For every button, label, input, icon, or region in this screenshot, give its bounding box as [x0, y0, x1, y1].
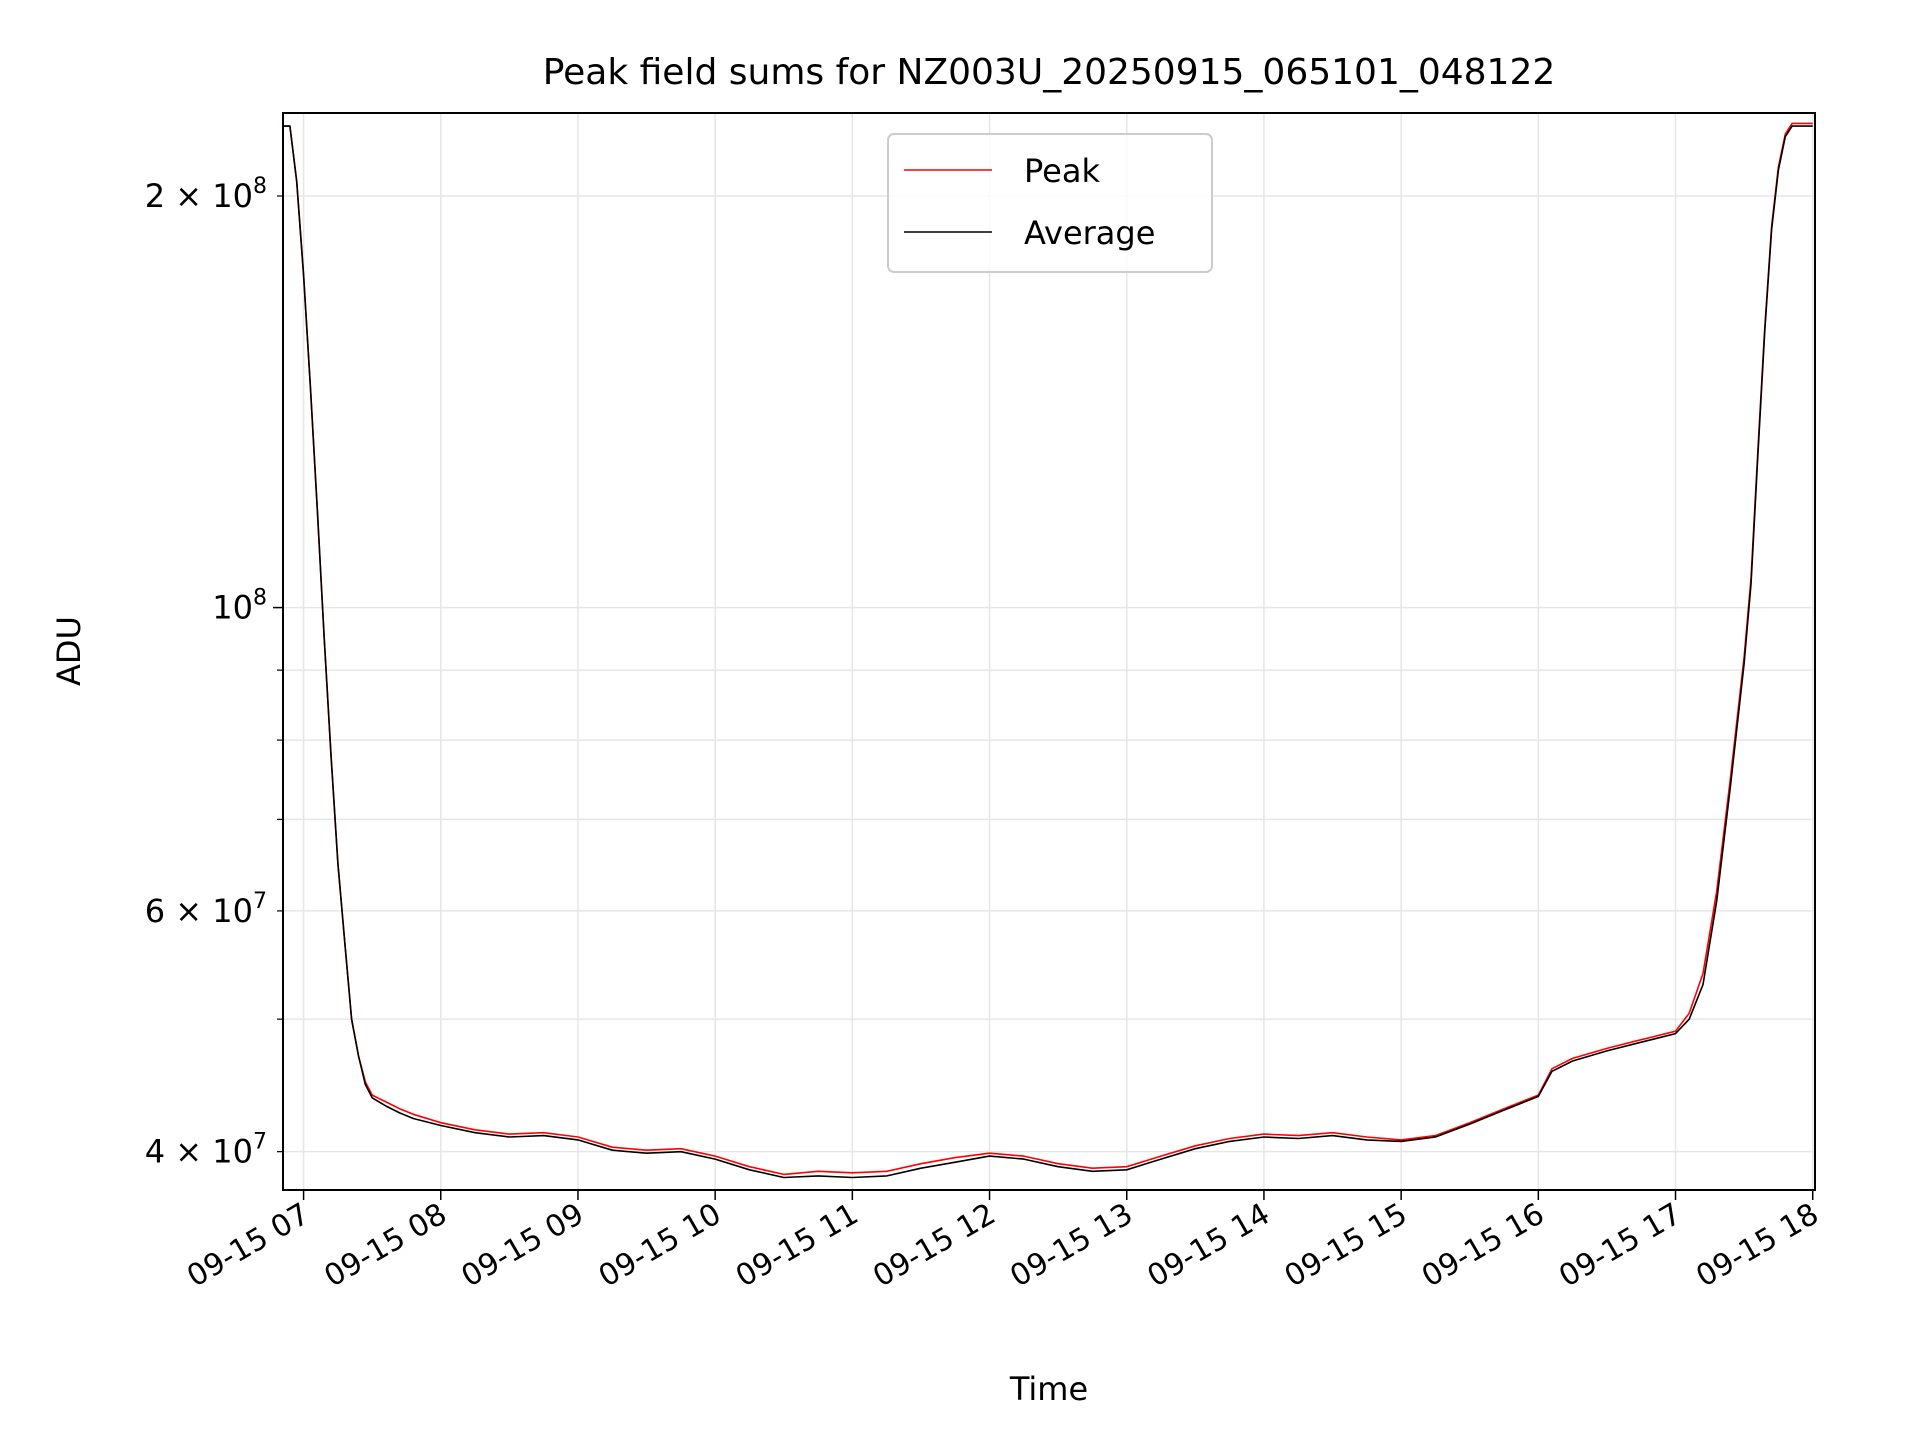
y-tick-label: 2 × 108: [145, 174, 267, 215]
x-tick-label: 09-15 16: [1416, 1197, 1550, 1295]
plot-frame: [282, 112, 1816, 1191]
y-tick-label: 108: [212, 586, 267, 627]
series-line-average: [283, 125, 1813, 1179]
x-tick-label: 09-15 10: [593, 1197, 727, 1295]
legend-label-peak: Peak: [1024, 152, 1100, 190]
x-tick-label: 09-15 11: [730, 1197, 864, 1295]
y-tick-label: 6 × 107: [145, 889, 267, 930]
x-tick-label: 09-15 07: [181, 1197, 315, 1295]
chart-title: Peak field sums for NZ003U_20250915_0651…: [543, 52, 1556, 93]
x-tick-label: 09-15 17: [1553, 1197, 1687, 1295]
y-axis: 2 × 108 108 6 × 107 4 × 107: [145, 174, 283, 1171]
x-tick-label: 09-15 13: [1004, 1197, 1138, 1295]
x-tick-label: 09-15 09: [456, 1197, 590, 1295]
y-tick-label: 4 × 107: [145, 1130, 267, 1171]
legend-box: [887, 133, 1213, 273]
series-lines: [283, 122, 1813, 1179]
x-tick-label: 09-15 18: [1690, 1197, 1824, 1295]
x-tick-label: 09-15 08: [318, 1197, 452, 1295]
x-tick-label: 09-15 12: [867, 1197, 1001, 1295]
x-tick-label: 09-15 15: [1279, 1197, 1413, 1295]
legend: Peak Average: [887, 133, 1213, 273]
x-tick-label: 09-15 14: [1142, 1197, 1276, 1295]
legend-label-average: Average: [1024, 214, 1155, 252]
x-axis: 09-15 07 09-15 08 09-15 09 09-15 10 09-15 11…: [181, 1190, 1825, 1295]
series-line-peak: [283, 122, 1813, 1176]
x-axis-label: Time: [1009, 1370, 1088, 1408]
y-axis-label: ADU: [50, 616, 88, 686]
grid: [283, 113, 1815, 1190]
